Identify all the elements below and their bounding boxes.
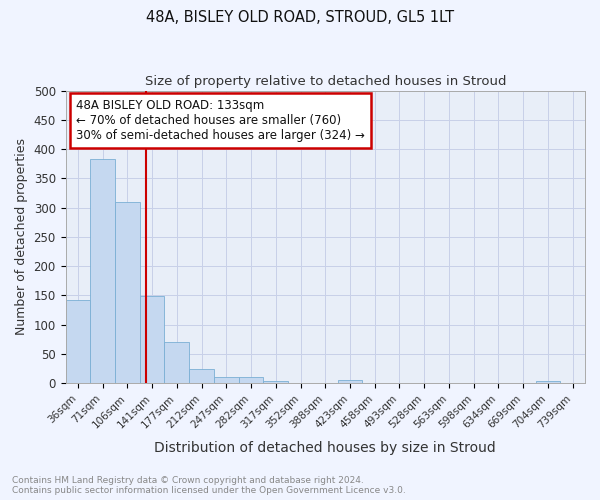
Bar [263,381,288,384]
X-axis label: Distribution of detached houses by size in Stroud: Distribution of detached houses by size … [154,441,496,455]
Bar [338,380,362,384]
Bar [214,377,239,384]
Text: 48A, BISLEY OLD ROAD, STROUD, GL5 1LT: 48A, BISLEY OLD ROAD, STROUD, GL5 1LT [146,10,454,25]
Title: Size of property relative to detached houses in Stroud: Size of property relative to detached ho… [145,75,506,88]
Bar [65,300,90,384]
Bar [189,370,214,384]
Bar [115,202,140,384]
Text: 48A BISLEY OLD ROAD: 133sqm
← 70% of detached houses are smaller (760)
30% of se: 48A BISLEY OLD ROAD: 133sqm ← 70% of det… [76,100,365,142]
Bar [536,381,560,384]
Bar [140,296,164,384]
Bar [239,378,263,384]
Text: Contains HM Land Registry data © Crown copyright and database right 2024.
Contai: Contains HM Land Registry data © Crown c… [12,476,406,495]
Y-axis label: Number of detached properties: Number of detached properties [15,138,28,336]
Bar [90,159,115,384]
Bar [164,342,189,384]
